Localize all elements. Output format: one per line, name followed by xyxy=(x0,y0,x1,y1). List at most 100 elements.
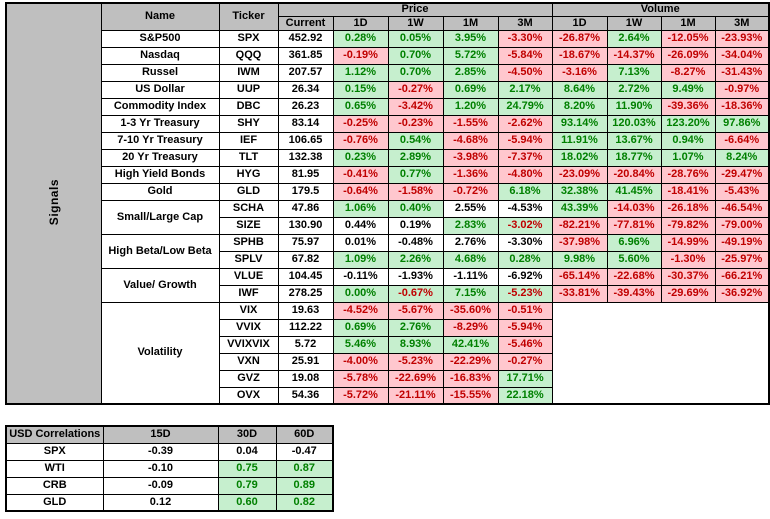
volume-change-cell: 93.14% xyxy=(551,114,608,133)
price-change-cell: 0.28% xyxy=(332,29,389,48)
volume-change-cell: -23.93% xyxy=(714,29,770,48)
price-change-cell: 0.19% xyxy=(387,216,444,235)
corr-row: CRB -0.09 0.79 0.89 xyxy=(5,476,334,495)
ticker-cell: UUP xyxy=(218,80,279,99)
corr-header-row: USD Correlations 15D 30D 60D xyxy=(5,425,334,444)
price-change-cell: -6.92% xyxy=(497,267,553,286)
corr-value-cell: 0.04 xyxy=(217,442,277,461)
volume-subcol-header-1w: 1W xyxy=(606,15,662,31)
price-change-cell: -3.02% xyxy=(497,216,553,235)
volume-group-header: Volume xyxy=(551,2,770,17)
current-price-cell: 104.45 xyxy=(277,267,334,286)
corr-value-cell: -0.10 xyxy=(102,459,219,478)
table-row: VVIXVIX 5.72 5.46% 8.93% 42.41% -5.46% xyxy=(6,335,769,354)
asset-name-cell: S&P500 xyxy=(100,29,220,48)
price-change-cell: -4.00% xyxy=(332,352,389,371)
volume-change-cell: -18.41% xyxy=(660,182,716,201)
price-change-cell: -2.62% xyxy=(497,114,553,133)
col-header-name: Name xyxy=(100,2,220,31)
volume-change-cell: 120.03% xyxy=(606,114,662,133)
corr-value-cell: 0.82 xyxy=(275,493,334,512)
corr-col-header-60d: 60D xyxy=(275,425,334,444)
price-change-cell: 2.76% xyxy=(387,318,444,337)
table-row: SPLV 67.82 1.09% 2.26% 4.68% 0.28% 9.98% 5.60% -… xyxy=(6,250,770,269)
ticker-cell: SPX xyxy=(218,29,279,48)
volume-change-cell: 18.02% xyxy=(551,148,608,167)
current-price-cell: 47.86 xyxy=(277,199,334,218)
price-change-cell: -16.83% xyxy=(442,369,499,388)
price-change-cell: 0.00% xyxy=(332,284,389,303)
corr-asset-cell: GLD xyxy=(5,493,104,512)
volume-change-cell: -0.97% xyxy=(714,80,770,99)
corr-value-cell: 0.79 xyxy=(217,476,277,495)
price-change-cell: 1.06% xyxy=(332,199,389,218)
corr-value-cell: 0.60 xyxy=(217,493,277,512)
volume-change-cell: -37.98% xyxy=(551,233,608,252)
volume-change-cell: 13.67% xyxy=(606,131,662,150)
current-price-cell: 452.92 xyxy=(277,29,334,48)
volume-change-cell: 2.72% xyxy=(606,80,662,99)
volume-change-cell: -26.87% xyxy=(551,29,608,48)
volume-change-cell: -65.14% xyxy=(551,267,608,286)
ticker-cell: QQQ xyxy=(218,46,279,65)
price-change-cell: 5.46% xyxy=(332,335,389,354)
price-change-cell: -0.23% xyxy=(387,114,444,133)
asset-name-cell: High Yield Bonds xyxy=(100,165,220,184)
table-row: VXN 25.91 -4.00% -5.23% -22.29% -0.27% xyxy=(6,352,769,371)
volume-change-cell: -5.43% xyxy=(714,182,770,201)
price-change-cell: -5.72% xyxy=(332,386,389,405)
table-row: 1-3 Yr Treasury SHY 83.14 -0.25% -0.23% -1.55… xyxy=(6,114,770,133)
price-change-cell: -0.76% xyxy=(332,131,389,150)
price-change-cell: -5.67% xyxy=(387,301,444,320)
price-subcol-header-current: Current xyxy=(277,15,334,31)
volume-change-cell: -33.81% xyxy=(551,284,608,303)
table-row: S&P500 SPX 452.92 0.28% 0.05% 3.95% -3.30% -26.… xyxy=(6,29,770,48)
volume-change-cell: -29.69% xyxy=(660,284,716,303)
volume-change-cell: -6.64% xyxy=(714,131,770,150)
asset-name-cell: Volatility xyxy=(100,301,220,405)
volume-change-cell: -79.82% xyxy=(660,216,716,235)
volume-change-cell: -22.68% xyxy=(606,267,662,286)
price-change-cell: -1.93% xyxy=(387,267,444,286)
volume-change-cell: -79.00% xyxy=(714,216,770,235)
volume-change-cell: -66.21% xyxy=(714,267,770,286)
volume-change-cell: 41.45% xyxy=(606,182,662,201)
price-change-cell: 2.85% xyxy=(442,63,499,82)
volume-change-cell: 2.64% xyxy=(606,29,662,48)
table-row: US Dollar UUP 26.34 0.15% -0.27% 0.69% 2.17% 8.… xyxy=(6,80,770,99)
price-change-cell: 0.77% xyxy=(387,165,444,184)
volume-change-cell: -36.92% xyxy=(714,284,770,303)
table-row: OVX 54.36 -5.72% -21.11% -15.55% 22.18% xyxy=(6,386,769,405)
volume-change-cell: -30.37% xyxy=(660,267,716,286)
price-change-cell: -5.46% xyxy=(497,335,553,354)
volume-change-cell: -3.16% xyxy=(551,63,608,82)
volume-change-cell: 9.98% xyxy=(551,250,608,269)
volume-change-cell: 5.60% xyxy=(606,250,662,269)
ticker-cell: VIX xyxy=(218,301,279,320)
asset-name-cell: 1-3 Yr Treasury xyxy=(100,114,220,133)
current-price-cell: 67.82 xyxy=(277,250,334,269)
price-change-cell: -7.37% xyxy=(497,148,553,167)
corr-value-cell: -0.39 xyxy=(102,442,219,461)
price-change-cell: 6.18% xyxy=(497,182,553,201)
ticker-cell: VVIX xyxy=(218,318,279,337)
volume-empty-region xyxy=(551,301,770,405)
price-change-cell: -8.29% xyxy=(442,318,499,337)
volume-change-cell: 97.86% xyxy=(714,114,770,133)
price-change-cell: -22.29% xyxy=(442,352,499,371)
volume-change-cell: 0.94% xyxy=(660,131,716,150)
corr-asset-cell: CRB xyxy=(5,476,104,495)
ticker-cell: SPHB xyxy=(218,233,279,252)
price-change-cell: -4.80% xyxy=(497,165,553,184)
price-change-cell: 1.20% xyxy=(442,97,499,116)
price-change-cell: 0.40% xyxy=(387,199,444,218)
price-change-cell: -5.78% xyxy=(332,369,389,388)
table-row: SIZE 130.90 0.44% 0.19% 2.83% -3.02% -82.21% -7… xyxy=(6,216,770,235)
price-change-cell: 4.68% xyxy=(442,250,499,269)
price-change-cell: -5.23% xyxy=(387,352,444,371)
ticker-cell: IEF xyxy=(218,131,279,150)
price-change-cell: -3.42% xyxy=(387,97,444,116)
corr-col-header-15d: 15D xyxy=(102,425,219,444)
price-change-cell: -15.55% xyxy=(442,386,499,405)
volume-subcol-header-1d: 1D xyxy=(551,15,608,31)
